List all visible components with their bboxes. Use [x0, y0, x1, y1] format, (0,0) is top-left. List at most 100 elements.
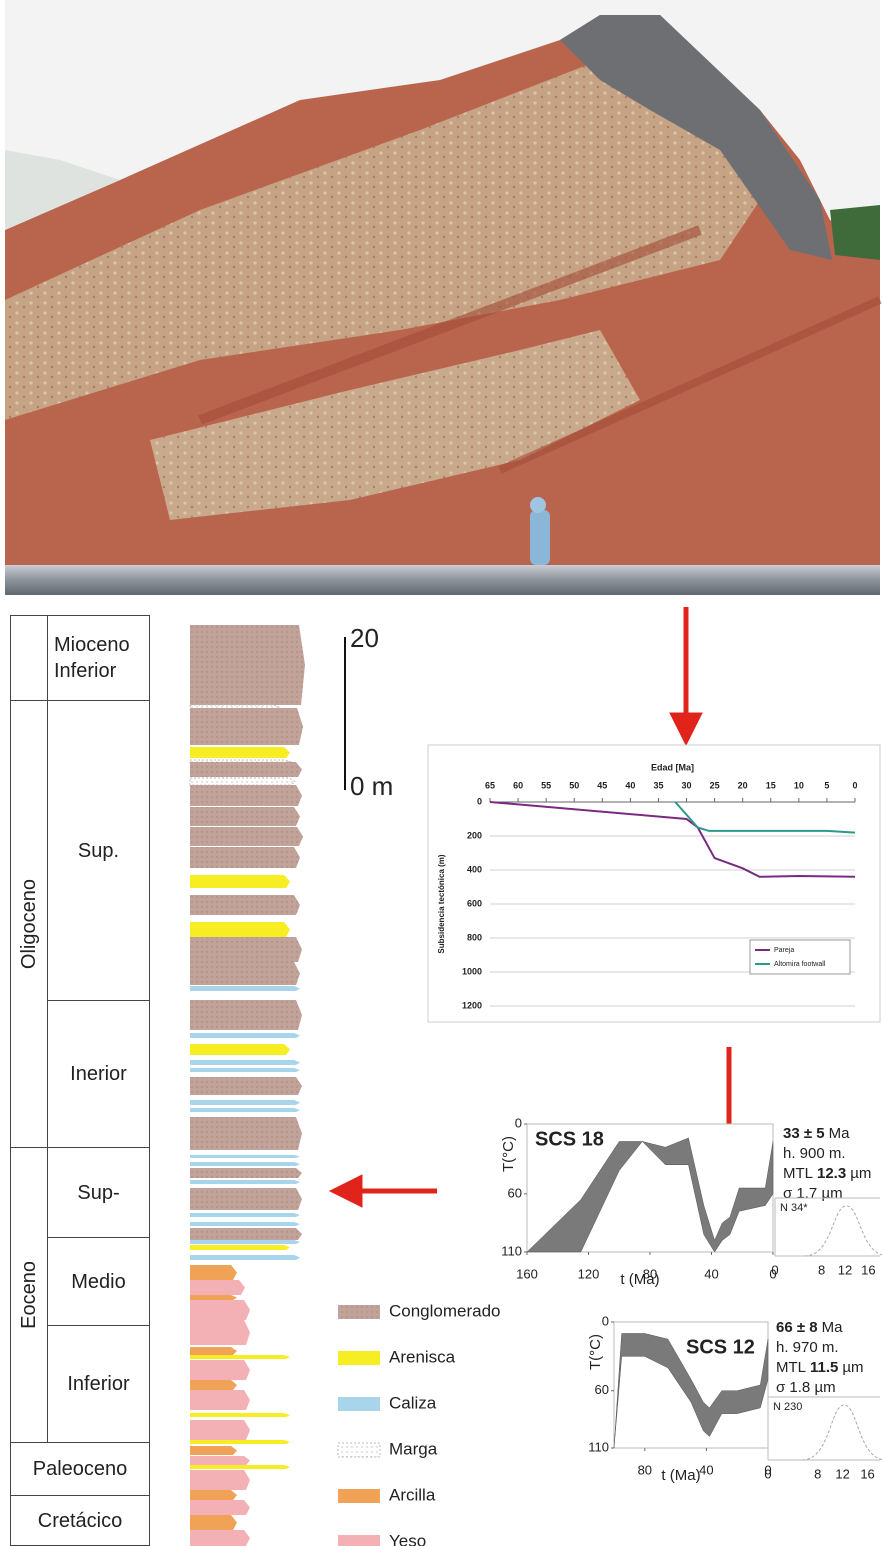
lithology-bed — [190, 1465, 290, 1469]
vegetation — [830, 205, 880, 260]
outcrop-photo — [5, 0, 880, 595]
legend-label: Conglomerado — [389, 1301, 501, 1320]
epoch-label: Medio — [47, 1237, 150, 1326]
x-tick-label: 120 — [578, 1266, 600, 1281]
lithology-texture — [190, 1077, 302, 1095]
y-axis-label: T(°C) — [500, 1136, 517, 1172]
legend-label: Altomira footwall — [774, 961, 826, 968]
annotation-part: MTL — [783, 1165, 813, 1182]
lithology-bed — [190, 1420, 250, 1440]
annotation-part: 33 ± 5 — [783, 1125, 825, 1142]
lithology-bed — [190, 1456, 250, 1465]
y-tick-label: 800 — [467, 932, 482, 942]
x-axis-label: t (Ma) — [620, 1271, 659, 1288]
legend-swatch — [338, 1397, 380, 1411]
period-label: Eoceno — [16, 1261, 42, 1329]
annotation-part: µm — [850, 1165, 871, 1182]
x-axis-label: Edad [Ma] — [651, 762, 694, 772]
x-tick-label: 160 — [516, 1266, 538, 1281]
cell — [10, 615, 48, 701]
legend-label: Yeso — [389, 1531, 426, 1546]
lithology-texture — [190, 895, 300, 915]
y-tick-label: 400 — [467, 864, 482, 874]
lithology-texture — [190, 962, 300, 985]
legend-label: Caliza — [389, 1393, 437, 1412]
arrow-head — [330, 1175, 362, 1207]
lithology-bed — [190, 1490, 237, 1500]
lithology-bed — [190, 1245, 290, 1250]
lithology-texture — [190, 1168, 302, 1178]
annotation-part: h. 970 m. — [776, 1339, 839, 1356]
annotation: σ 1.8 µm — [776, 1379, 836, 1396]
x-tick-label: 20 — [738, 780, 748, 790]
hist-tick-label: 16 — [861, 1262, 875, 1277]
lithology-texture — [190, 708, 303, 745]
x-tick-label: 15 — [766, 780, 776, 790]
lithology-bed — [190, 1360, 250, 1380]
scale-bottom: 0 m — [350, 771, 393, 801]
sample-title: SCS 12 — [686, 1336, 755, 1358]
lithology-bed — [190, 1515, 237, 1530]
annotation-part: MTL — [776, 1359, 806, 1376]
lithology-bed — [190, 1295, 237, 1300]
epoch-label: Inferior — [47, 1325, 150, 1443]
annotation: h. 970 m. — [776, 1339, 839, 1356]
annotation: σ 1.7 µm — [783, 1185, 843, 1202]
histogram-curve — [804, 1206, 882, 1256]
y-tick-label: 0 — [602, 1313, 609, 1328]
lithology-texture — [190, 937, 302, 962]
lithology-bed — [190, 1446, 237, 1455]
y-tick-label: 110 — [501, 1243, 522, 1258]
legend-texture — [338, 1443, 380, 1457]
x-tick-label: 5 — [824, 780, 829, 790]
y-tick-label: 1000 — [462, 966, 482, 976]
legend-swatch — [338, 1489, 380, 1503]
lithology-texture — [190, 625, 305, 705]
lithology-bed — [190, 1530, 250, 1546]
lithology-bed — [190, 1355, 290, 1359]
annotation: 33 ± 5Ma — [783, 1125, 850, 1142]
x-tick-label: 40 — [699, 1462, 713, 1477]
epoch-label: Mioceno Inferior — [47, 615, 150, 701]
x-tick-label: 45 — [597, 780, 607, 790]
epoch-label: Paleoceno — [10, 1442, 150, 1496]
lithology-bed — [190, 1500, 250, 1515]
lithology-bed — [190, 1213, 300, 1217]
lithology-bed — [190, 1033, 300, 1038]
lithology-bed — [190, 1060, 300, 1065]
hist-tick-label: 0 — [764, 1466, 771, 1481]
x-tick-label: 0 — [852, 780, 857, 790]
legend-box — [750, 940, 850, 974]
guardrail — [5, 565, 880, 595]
lithology-bed — [190, 1255, 300, 1260]
x-axis-label: t (Ma) — [661, 1467, 700, 1484]
epoch-label: Sup. — [47, 700, 150, 1001]
annotation-part: Ma — [829, 1125, 850, 1142]
lithology-bed — [190, 1162, 300, 1166]
lithology-bed — [190, 1155, 300, 1158]
y-tick-label: 1200 — [462, 1000, 482, 1010]
period-cell: Eoceno — [10, 1147, 48, 1443]
lithology-texture — [190, 1228, 302, 1240]
x-tick-label: 60 — [513, 780, 523, 790]
x-tick-label: 40 — [625, 780, 635, 790]
x-tick-label: 30 — [682, 780, 692, 790]
legend-label: Marga — [389, 1439, 438, 1458]
epoch-label: Sup- — [47, 1147, 150, 1238]
epoch-label: Inerior — [47, 1000, 150, 1148]
annotation: h. 900 m. — [783, 1145, 846, 1162]
lithology-bed — [190, 1470, 250, 1490]
lithology-bed — [190, 875, 290, 888]
annotation-part: 66 ± 8 — [776, 1319, 818, 1336]
lithology-texture — [190, 1188, 302, 1210]
period-label: Oligoceno — [16, 879, 42, 969]
y-tick-label: 60 — [595, 1382, 609, 1397]
x-tick-label: 25 — [710, 780, 720, 790]
period-cell: Oligoceno — [10, 700, 48, 1148]
annotation: N 230 — [773, 1401, 802, 1413]
annotation-part: 11.5 — [810, 1359, 838, 1376]
lithology-bed — [190, 1240, 300, 1244]
lithology-bed — [190, 1044, 290, 1055]
lithology-bed — [190, 1222, 300, 1226]
